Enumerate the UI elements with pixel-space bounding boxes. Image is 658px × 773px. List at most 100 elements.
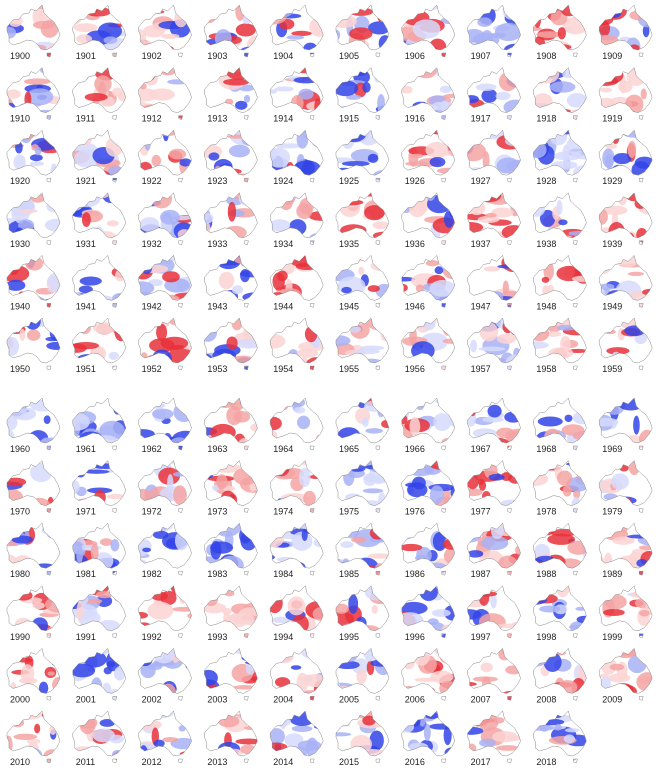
anomaly-patch bbox=[343, 469, 355, 486]
anomaly-patch bbox=[434, 266, 444, 275]
anomaly-patch bbox=[301, 648, 324, 659]
anomaly-patch bbox=[72, 10, 82, 25]
anomaly-patch bbox=[210, 540, 222, 560]
map-outline bbox=[269, 647, 324, 701]
year-label: 2002 bbox=[142, 694, 162, 704]
anomaly-patch bbox=[475, 83, 497, 91]
anomaly-patch bbox=[217, 715, 240, 728]
anomaly-patch bbox=[373, 130, 389, 139]
anomaly-patch bbox=[270, 5, 277, 20]
anomaly-patch bbox=[7, 336, 20, 356]
anomaly-patch bbox=[606, 347, 630, 355]
anomaly-patch bbox=[337, 5, 352, 11]
anomaly-patch bbox=[354, 348, 380, 355]
anomaly-patch bbox=[538, 318, 553, 328]
anomaly-patch bbox=[235, 23, 256, 37]
year-label: 1988 bbox=[536, 569, 556, 579]
year-label: 1910 bbox=[10, 114, 30, 124]
anomaly-patch bbox=[240, 744, 256, 755]
anomaly-patch bbox=[115, 269, 126, 282]
anomaly-patch bbox=[239, 400, 253, 407]
anomaly-patch bbox=[537, 416, 563, 427]
anomaly-patch bbox=[47, 671, 55, 676]
map-outline bbox=[533, 254, 587, 308]
anomaly-patch bbox=[305, 737, 319, 758]
anomaly-patch bbox=[9, 197, 36, 217]
anomaly-patch bbox=[48, 106, 60, 120]
anomaly-patch bbox=[439, 85, 452, 94]
anomaly-patch bbox=[298, 467, 311, 488]
anomaly-patch bbox=[208, 152, 220, 161]
map-base bbox=[138, 711, 192, 763]
anomaly-patch bbox=[477, 215, 500, 223]
anomaly-patch bbox=[105, 137, 123, 157]
anomaly-patch bbox=[599, 398, 610, 407]
anomaly-patch bbox=[533, 594, 548, 605]
anomaly-patch bbox=[370, 260, 389, 272]
anomaly-patch bbox=[349, 326, 361, 333]
anomaly-patch bbox=[599, 460, 617, 471]
anomaly-patch bbox=[572, 5, 587, 18]
anomaly-patch bbox=[178, 725, 186, 732]
year-label: 1907 bbox=[471, 51, 491, 61]
anomaly-patch bbox=[238, 192, 258, 207]
anomaly-patch bbox=[272, 616, 290, 624]
anomaly-field bbox=[533, 130, 587, 181]
anomaly-patch bbox=[382, 46, 389, 57]
year-label: 1922 bbox=[142, 176, 162, 186]
anomaly-patch bbox=[270, 9, 280, 19]
anomaly-patch bbox=[425, 562, 448, 574]
anomaly-patch bbox=[505, 649, 514, 656]
anomaly-patch bbox=[48, 43, 60, 54]
anomaly-patch bbox=[270, 555, 275, 560]
anomaly-patch bbox=[149, 88, 175, 101]
anomaly-patch bbox=[566, 92, 587, 108]
year-label: 1905 bbox=[339, 51, 359, 61]
anomaly-patch bbox=[635, 585, 653, 591]
anomaly-patch bbox=[364, 205, 385, 221]
year-label: 1979 bbox=[602, 507, 622, 517]
map-panel: 1917 bbox=[467, 67, 521, 124]
year-label: 1947 bbox=[471, 301, 491, 311]
map-panel: 1902 bbox=[138, 4, 192, 61]
anomaly-patch bbox=[621, 685, 632, 700]
anomaly-patch bbox=[345, 94, 362, 100]
anomaly-patch bbox=[162, 432, 173, 448]
anomaly-patch bbox=[144, 71, 158, 86]
anomaly-patch bbox=[545, 331, 562, 337]
anomaly-patch bbox=[233, 685, 257, 690]
anomaly-patch bbox=[303, 42, 318, 55]
anomaly-patch bbox=[467, 72, 475, 81]
anomaly-patch bbox=[379, 648, 389, 653]
year-label: 1993 bbox=[207, 632, 227, 642]
anomaly-patch bbox=[423, 723, 431, 742]
anomaly-patch bbox=[114, 322, 126, 342]
anomaly-patch bbox=[286, 35, 305, 40]
year-label: 2006 bbox=[405, 694, 425, 704]
anomaly-patch bbox=[533, 725, 555, 731]
anomaly-patch bbox=[469, 339, 478, 353]
anomaly-patch bbox=[491, 207, 514, 218]
anomaly-patch bbox=[296, 203, 313, 220]
anomaly-patch bbox=[366, 318, 389, 331]
year-label: 1983 bbox=[207, 569, 227, 579]
map-outline bbox=[598, 192, 653, 246]
anomaly-patch bbox=[401, 720, 415, 733]
map-panel: 1966 bbox=[401, 397, 456, 454]
anomaly-patch bbox=[96, 363, 115, 370]
anomaly-patch bbox=[138, 170, 157, 176]
anomaly-patch bbox=[97, 22, 123, 40]
anomaly-patch bbox=[235, 338, 258, 349]
anomaly-patch bbox=[344, 493, 362, 502]
map-panel: 1968 bbox=[533, 397, 587, 454]
map-outline bbox=[335, 585, 390, 639]
anomaly-patch bbox=[138, 133, 145, 146]
anomaly-patch bbox=[156, 130, 179, 137]
anomaly-patch bbox=[626, 192, 644, 202]
anomaly-patch bbox=[179, 750, 192, 757]
anomaly-patch bbox=[21, 524, 28, 532]
anomaly-patch bbox=[467, 130, 481, 141]
anomaly-patch bbox=[162, 130, 170, 142]
map-outline bbox=[72, 585, 127, 639]
map-outline bbox=[533, 585, 587, 639]
